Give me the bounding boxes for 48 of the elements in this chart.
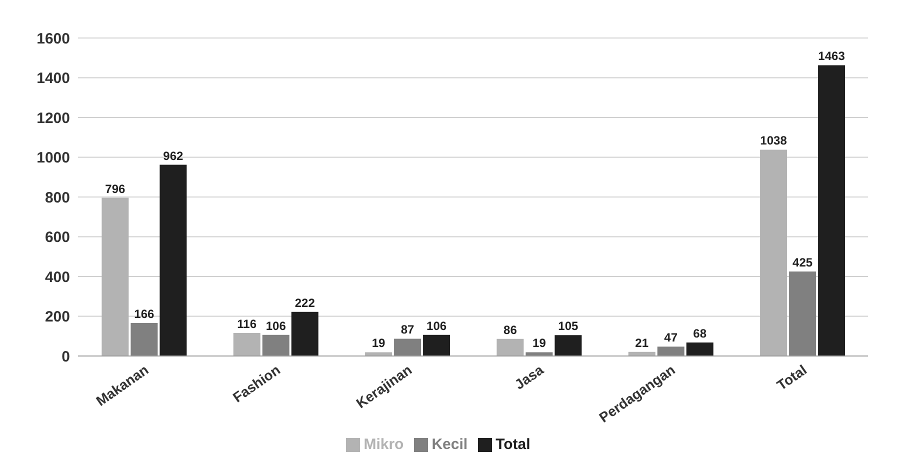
bar [496, 338, 524, 356]
bar [760, 150, 788, 356]
data-label: 106 [266, 318, 286, 333]
data-label: 19 [532, 336, 546, 350]
data-label: 19 [372, 336, 386, 350]
bar [657, 346, 684, 356]
bar [233, 332, 260, 356]
y-tick-label: 800 [44, 189, 70, 206]
legend-label: Mikro [364, 436, 404, 453]
data-label: 106 [426, 318, 447, 333]
y-tick-label: 1600 [36, 30, 70, 48]
data-label: 962 [163, 148, 184, 163]
bar [554, 335, 582, 356]
y-tick-label: 1000 [36, 150, 70, 167]
bar [686, 342, 714, 356]
bar [102, 198, 129, 356]
data-label: 1038 [760, 134, 788, 148]
bar [130, 323, 158, 356]
bar [423, 334, 450, 356]
data-label: 68 [693, 326, 707, 340]
legend-label: Total [496, 436, 530, 453]
bar [365, 352, 392, 356]
bar [394, 338, 422, 356]
y-tick-label: 400 [44, 268, 70, 286]
data-label: 425 [792, 256, 813, 270]
legend-label: Kecil [432, 436, 468, 453]
data-label: 21 [635, 336, 649, 350]
data-label: 222 [294, 296, 316, 310]
x-tick-label: Jasa [512, 361, 546, 392]
bar [160, 164, 187, 356]
bar [262, 334, 290, 356]
data-label: 86 [504, 322, 518, 337]
y-tick-label: 200 [44, 308, 70, 326]
bar [526, 352, 553, 356]
bar [789, 272, 816, 356]
y-tick-label: 600 [44, 229, 70, 246]
data-label: 87 [400, 322, 415, 337]
bar [818, 65, 846, 356]
data-label: 105 [558, 319, 579, 334]
data-label: 47 [664, 330, 678, 345]
data-label: 1463 [818, 49, 846, 64]
data-label: 116 [237, 316, 257, 331]
data-label: 166 [134, 307, 155, 322]
y-tick-label: 1200 [36, 110, 70, 127]
bar [291, 312, 318, 356]
y-tick-label: 1400 [36, 70, 70, 88]
y-tick-label: 0 [62, 348, 70, 366]
data-label: 796 [105, 182, 126, 196]
